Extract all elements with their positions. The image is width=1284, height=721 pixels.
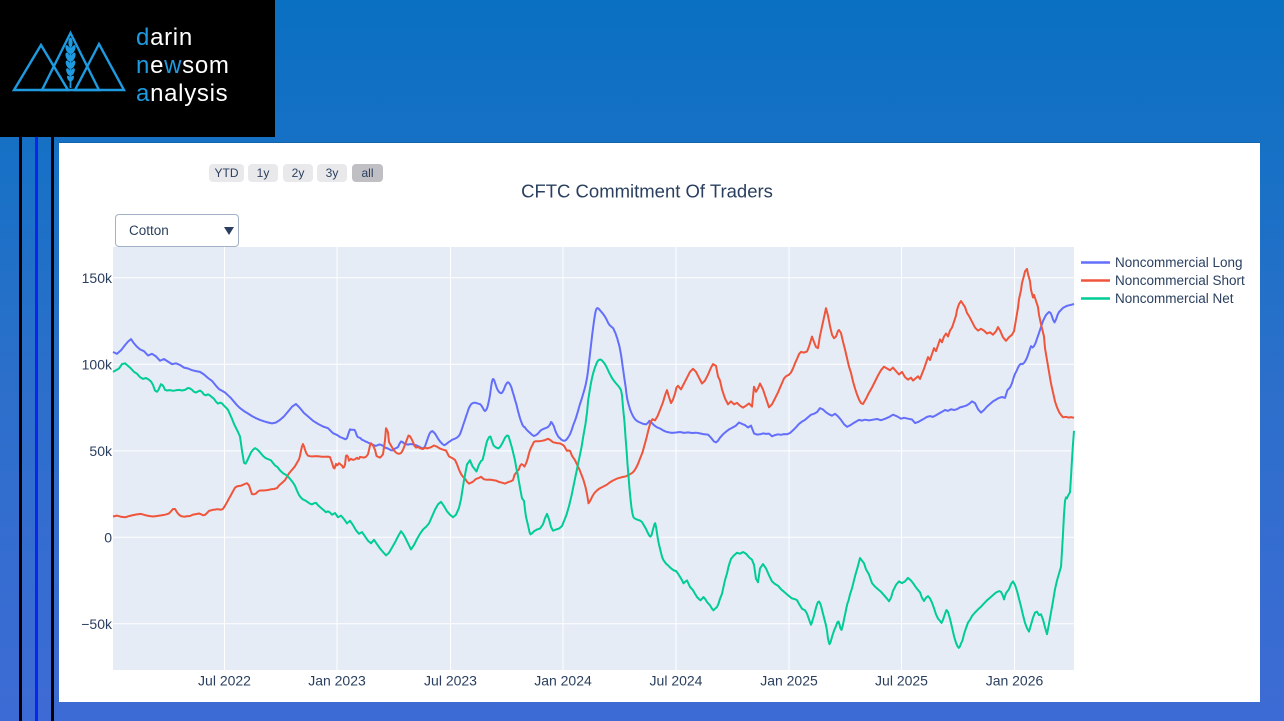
svg-text:Jul 2023: Jul 2023 <box>424 673 477 689</box>
svg-text:Noncommercial Net: Noncommercial Net <box>1115 291 1234 306</box>
svg-text:Jan 2023: Jan 2023 <box>308 673 366 689</box>
svg-text:Noncommercial Short: Noncommercial Short <box>1115 273 1245 288</box>
svg-text:Jan 2024: Jan 2024 <box>534 673 592 689</box>
svg-text:Jul 2025: Jul 2025 <box>875 673 928 689</box>
svg-text:Jul 2024: Jul 2024 <box>650 673 703 689</box>
svg-text:Jan 2026: Jan 2026 <box>986 673 1044 689</box>
svg-text:−50k: −50k <box>81 616 113 632</box>
svg-text:Noncommercial Long: Noncommercial Long <box>1115 255 1243 270</box>
svg-text:150k: 150k <box>82 270 113 286</box>
svg-text:Jul 2022: Jul 2022 <box>198 673 251 689</box>
svg-text:CFTC Commitment Of Traders: CFTC Commitment Of Traders <box>521 181 773 202</box>
svg-text:Jan 2025: Jan 2025 <box>760 673 818 689</box>
svg-text:100k: 100k <box>82 356 113 372</box>
svg-text:50k: 50k <box>89 443 113 459</box>
svg-text:0: 0 <box>104 529 112 545</box>
